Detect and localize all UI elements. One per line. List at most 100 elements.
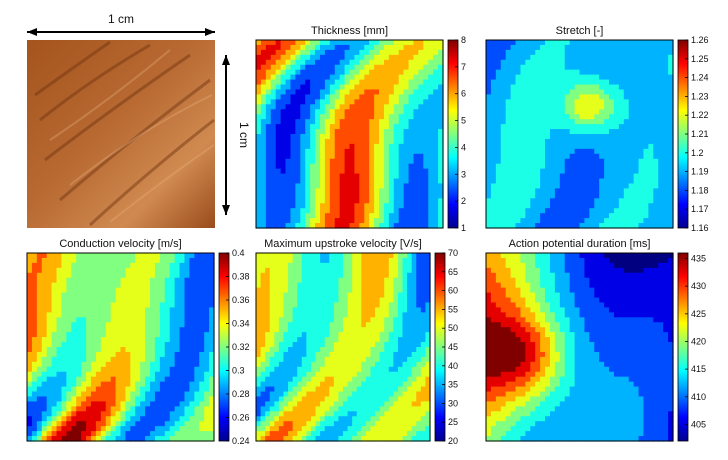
heatmap-cell	[438, 158, 444, 165]
heatmap-cell	[115, 297, 122, 304]
heatmap-cell	[81, 347, 87, 353]
heatmap-cell	[135, 421, 141, 427]
heatmap-cell	[305, 69, 311, 76]
heatmap-cell	[174, 381, 181, 388]
heatmap-cell	[668, 198, 674, 204]
heatmap-cell	[589, 158, 595, 165]
heatmap-cell	[379, 322, 385, 328]
heatmap-cell	[668, 203, 674, 209]
heatmap-cell	[364, 89, 370, 96]
heatmap-cell	[300, 193, 306, 199]
heatmap-cell	[525, 64, 531, 71]
heatmap-cell	[433, 114, 439, 120]
heatmap-cell	[51, 302, 58, 309]
heatmap-cell	[574, 69, 581, 76]
heatmap-cell	[329, 84, 336, 91]
heatmap-cell	[559, 193, 566, 199]
heatmap-cell	[559, 129, 566, 135]
heatmap-cell	[120, 317, 127, 323]
heatmap-cell	[164, 421, 171, 427]
heatmap-cell	[545, 198, 551, 204]
heatmap-cell	[199, 332, 205, 338]
heatmap-cell	[545, 54, 551, 61]
heatmap-cell	[569, 198, 576, 204]
heatmap-cell	[554, 158, 561, 165]
heatmap-cell	[81, 396, 87, 403]
heatmap-cell	[428, 173, 434, 180]
heatmap-cell	[315, 312, 321, 318]
heatmap-cell	[428, 178, 434, 185]
heatmap-cell	[145, 332, 151, 338]
heatmap-cell	[199, 297, 205, 304]
heatmap-cell	[130, 317, 136, 323]
heatmap-cell	[130, 421, 136, 427]
heatmap-cell	[569, 143, 576, 150]
heatmap-cell	[285, 54, 292, 61]
heatmap-cell	[285, 168, 292, 175]
heatmap-cell	[549, 119, 556, 125]
heatmap-cell	[364, 134, 370, 140]
heatmap-cell	[120, 302, 127, 309]
heatmap-cell	[169, 257, 176, 264]
heatmap-cell	[194, 312, 200, 318]
heatmap-cell	[319, 158, 326, 165]
heatmap-cell	[270, 193, 277, 199]
heatmap-cell	[338, 307, 344, 313]
heatmap-cell	[569, 124, 576, 130]
heatmap-cell	[505, 54, 512, 61]
heatmap-cell	[408, 213, 415, 219]
heatmap-cell	[204, 287, 210, 294]
heatmap-cell	[510, 89, 517, 96]
heatmap-cell	[283, 257, 289, 264]
heatmap-cell	[150, 332, 156, 338]
heatmap-frame	[485, 39, 674, 229]
heatmap-cell	[628, 74, 635, 81]
heatmap-cell	[398, 129, 405, 135]
heatmap-cell	[658, 124, 664, 130]
heatmap-cell	[628, 208, 635, 214]
heatmap-cell	[265, 163, 272, 170]
heatmap-cell	[71, 381, 77, 388]
heatmap-cell	[338, 272, 344, 279]
heatmap-cell	[31, 332, 38, 338]
heatmap-cell	[428, 129, 434, 135]
heatmap-cell	[407, 302, 413, 309]
heatmap-cell	[486, 129, 492, 135]
heatmap-cell	[145, 376, 151, 383]
heatmap-cell	[549, 104, 556, 110]
heatmap-cell	[383, 208, 390, 214]
heatmap-cell	[189, 431, 195, 437]
heatmap-cell	[339, 89, 346, 96]
heatmap-cell	[554, 44, 561, 51]
heatmap-cell	[418, 84, 424, 91]
heatmap-cell	[265, 138, 272, 145]
heatmap-cell	[292, 282, 298, 289]
heatmap-cell	[383, 74, 390, 81]
heatmap-cell	[51, 257, 58, 264]
heatmap-cell	[393, 267, 399, 274]
heatmap-cell	[260, 262, 266, 269]
heatmap-cell	[594, 59, 600, 66]
heatmap-cell	[333, 287, 340, 294]
heatmap-cell	[374, 74, 380, 81]
heatmap-cell	[324, 54, 331, 61]
heatmap-cell	[110, 342, 117, 348]
heatmap-cell	[510, 59, 517, 66]
heatmap-cell	[130, 391, 136, 398]
heatmap-cell	[594, 124, 600, 130]
heatmap-cell	[290, 124, 296, 130]
heatmap-cell	[613, 129, 620, 135]
heatmap-cell	[256, 213, 262, 219]
heatmap-cell	[95, 307, 102, 313]
heatmap-cell	[256, 163, 262, 170]
heatmap-cell	[189, 262, 195, 269]
heatmap-cell	[540, 74, 546, 81]
heatmap-cell	[438, 124, 444, 130]
heatmap-cell	[398, 114, 405, 120]
heatmap-cell	[204, 267, 210, 274]
heatmap-cell	[545, 94, 551, 100]
heatmap-cell	[164, 292, 171, 299]
heatmap-cell	[364, 173, 370, 180]
heatmap-cell	[95, 356, 102, 363]
heatmap-cell	[76, 366, 82, 373]
